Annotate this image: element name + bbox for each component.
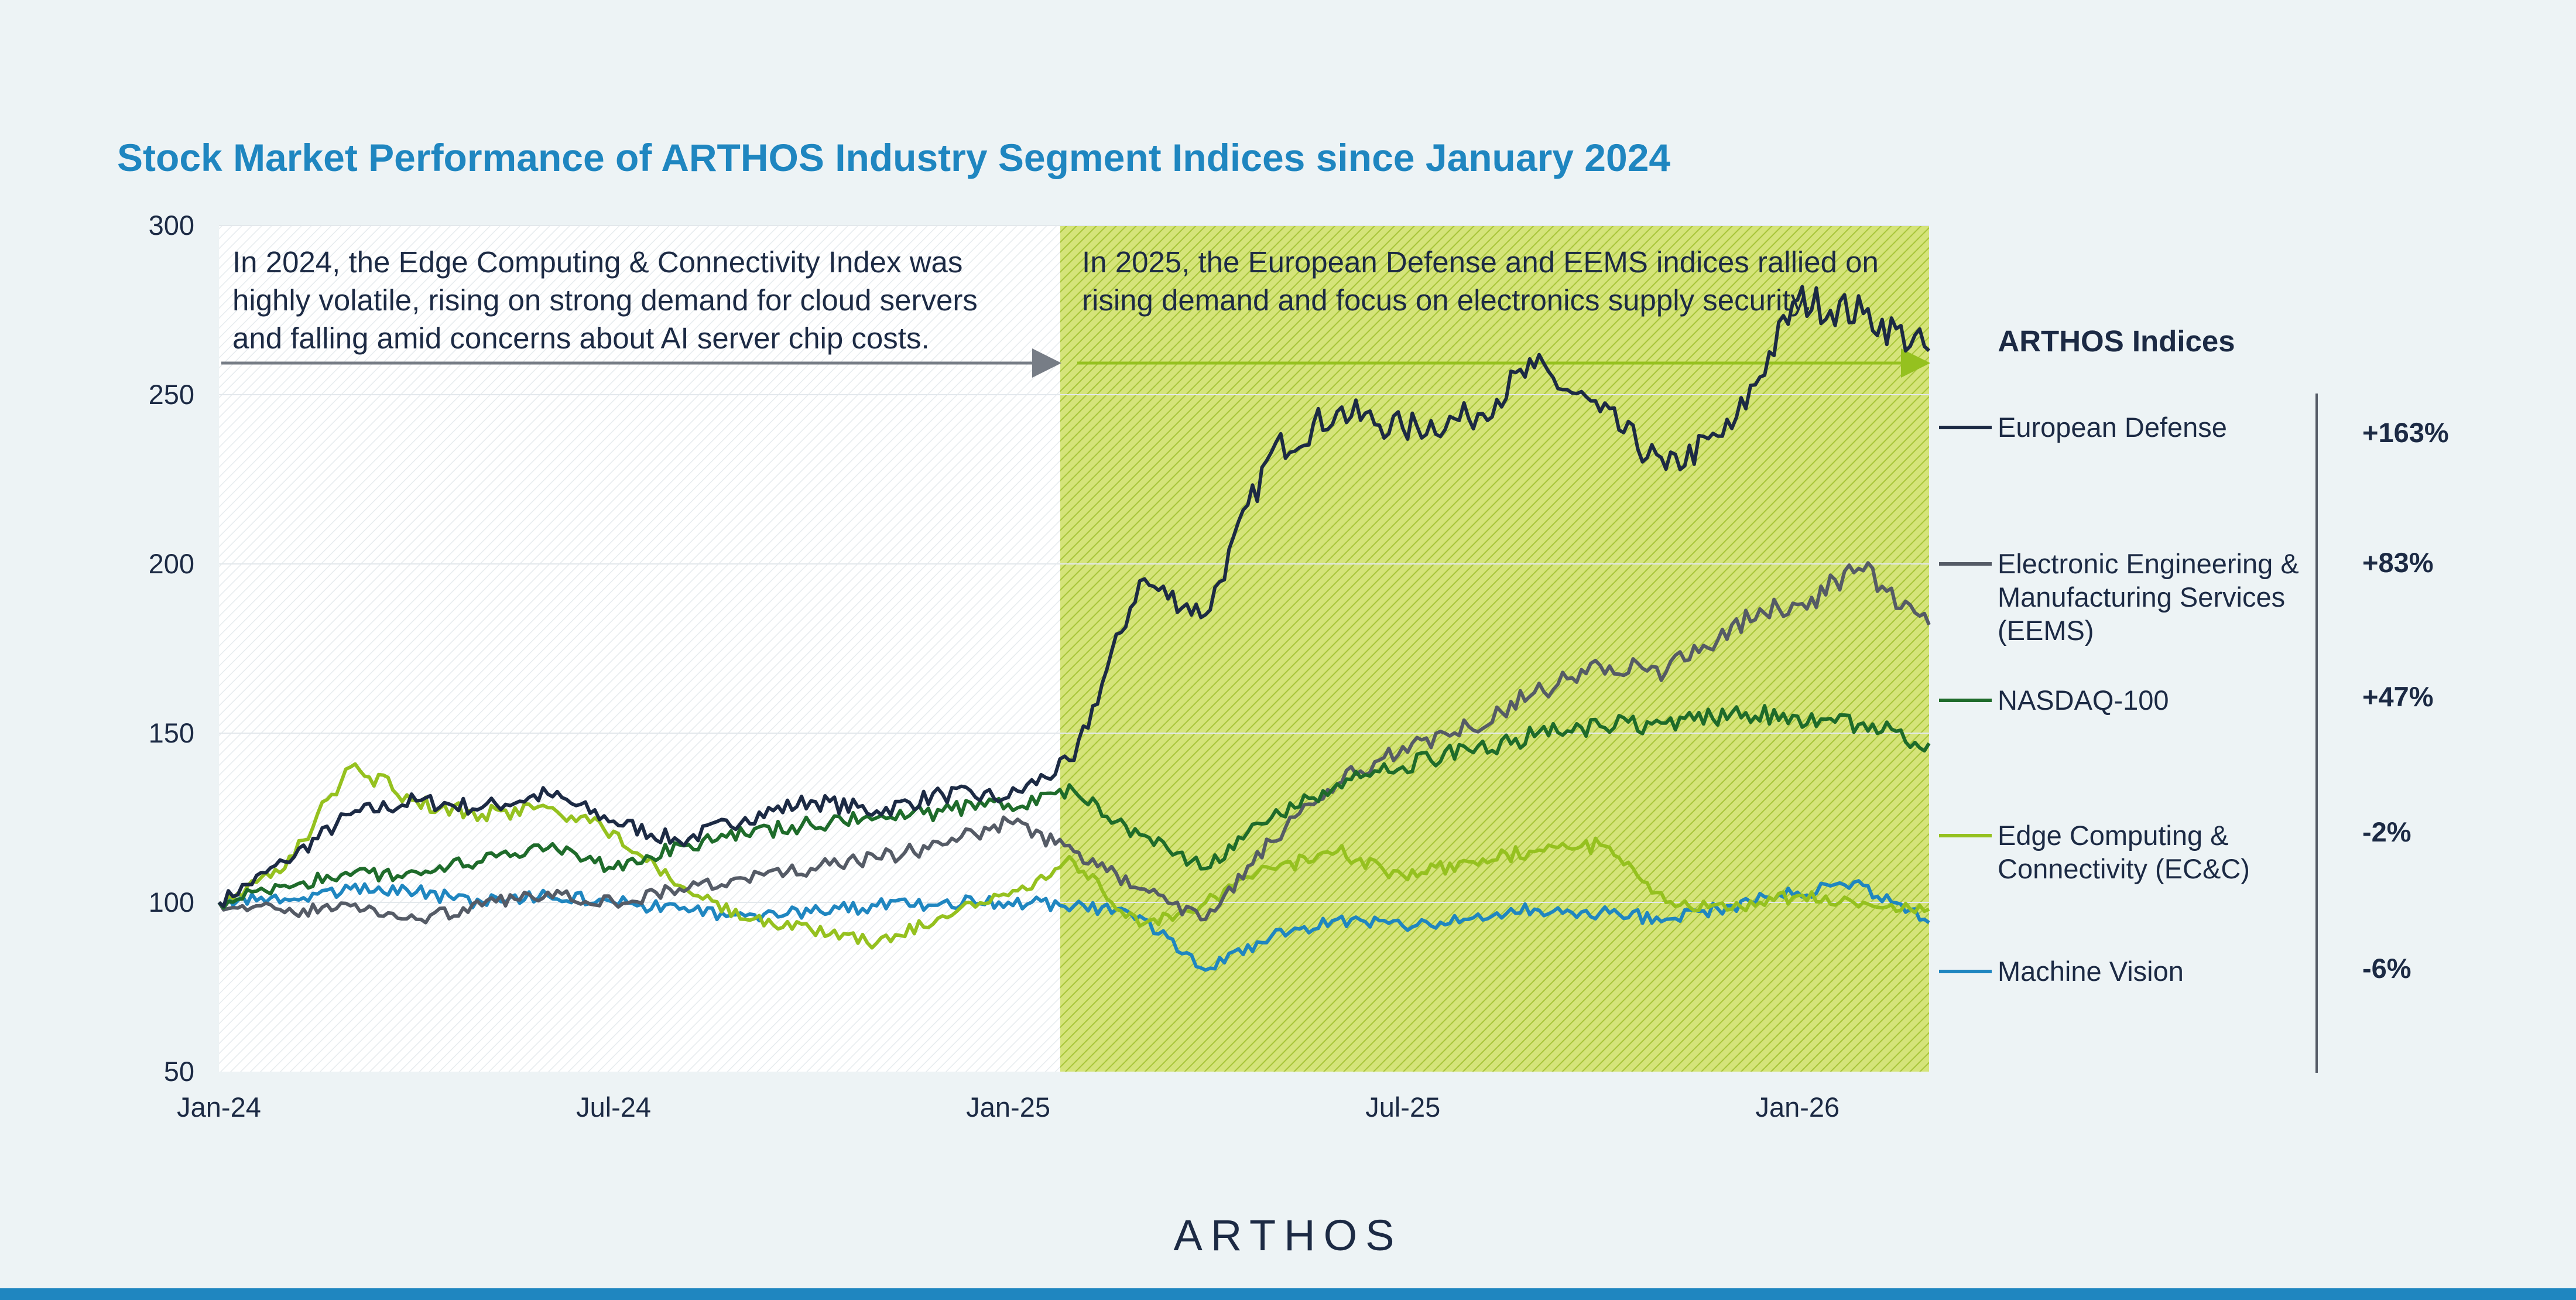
annotation-2025-line-2: rising demand and focus on electronics s… [1082,283,1811,317]
legend-performance-value: +83% [2362,547,2434,578]
y-tick-label: 300 [149,210,194,241]
legend-label-line: Manufacturing Services [1998,581,2285,613]
legend-title: ARTHOS Indices [1998,324,2235,358]
legend-label: Electronic Engineering & Manufacturing Se… [1998,548,2299,646]
y-tick-label: 200 [149,548,194,579]
annotation-2025-line-1: In 2025, the European Defense and EEMS i… [1082,245,1879,279]
legend-performance-value: -2% [2362,816,2411,847]
series-line-1 [217,561,1931,925]
x-tick-label: Jul-24 [576,1092,651,1123]
y-axis-ticks: 300 250 200 150 100 50 [149,210,194,1087]
legend-label-line: Electronic Engineering & [1998,548,2299,579]
legend-performance-value: +163% [2362,417,2449,448]
annotation-2024-line-2: highly volatile, rising on strong demand… [232,283,978,317]
legend-label-line: (EEMS) [1998,615,2094,646]
legend-label-line: Connectivity (EC&C) [1998,853,2250,884]
legend-label: Edge Computing & Connectivity (EC&C) [1998,820,2250,884]
legend: European Defense +163% Electronic Engineer… [1939,412,2449,987]
x-tick-label: Jan-26 [1755,1092,1839,1123]
annotation-2024-line-3: and falling amid concerns about AI serve… [232,321,930,355]
y-tick-label: 50 [164,1056,194,1087]
legend-label: NASDAQ-100 [1998,685,2169,716]
footer-accent-bar [0,1288,2576,1300]
x-tick-label: Jan-25 [966,1092,1050,1123]
series-line-2 [217,704,1931,910]
legend-label-line: Edge Computing & [1998,820,2229,851]
legend-performance-value: +47% [2362,681,2434,712]
y-tick-label: 100 [149,887,194,918]
period-2025-background [1060,225,1929,1072]
gridlines [219,225,1929,903]
series-line-3 [217,762,1930,950]
annotation-2024-line-1: In 2024, the Edge Computing & Connectivi… [232,245,962,279]
arthos-logo: ARTHOS [1173,1211,1402,1260]
period-2024-background [219,225,1060,1072]
legend-label-line: NASDAQ-100 [1998,685,2169,716]
chart-title: Stock Market Performance of ARTHOS Indus… [117,136,1670,179]
x-tick-label: Jul-25 [1365,1092,1440,1123]
series-line-0 [218,285,1931,908]
y-tick-label: 250 [149,379,194,410]
legend-label: European Defense [1998,412,2227,443]
legend-performance-value: -6% [2362,953,2411,984]
annotation-2024: In 2024, the Edge Computing & Connectivi… [232,245,986,355]
annotation-2025: In 2025, the European Defense and EEMS i… [1082,245,1887,317]
x-axis-ticks: Jan-24 Jul-24 Jan-25 Jul-25 Jan-26 [177,1092,1839,1123]
legend-label-line: Machine Vision [1998,956,2184,987]
legend-label: Machine Vision [1998,956,2184,987]
legend-label-line: European Defense [1998,412,2227,443]
x-tick-label: Jan-24 [177,1092,261,1123]
y-tick-label: 150 [149,717,194,748]
series-lines [217,285,1931,972]
